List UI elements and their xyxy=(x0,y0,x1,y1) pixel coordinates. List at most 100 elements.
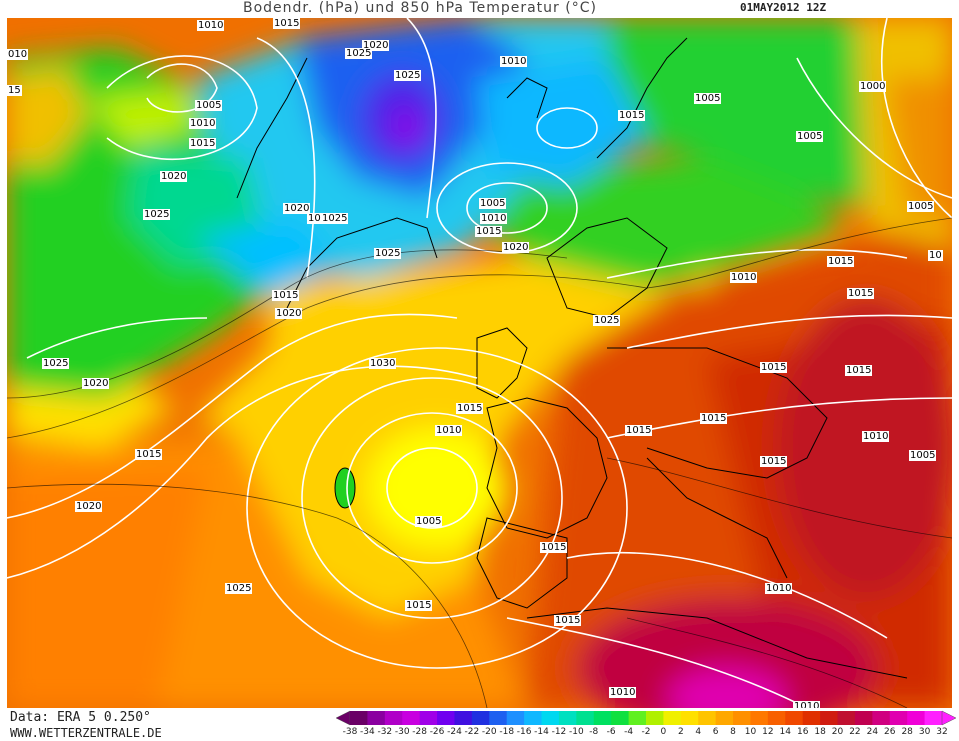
legend-tick-label: 24 xyxy=(866,727,879,737)
pressure-label: 1015 xyxy=(456,403,484,414)
island-green-patch xyxy=(334,467,356,509)
pressure-label: 1015 xyxy=(135,449,163,460)
map-footer: Data: ERA 5 0.250° WWW.WETTERZENTRALE.DE… xyxy=(0,709,959,741)
pressure-label: 1020 xyxy=(275,308,303,319)
legend-swatch xyxy=(402,711,421,725)
pressure-label: 1015 xyxy=(405,600,433,611)
pressure-label: 1025 xyxy=(593,315,621,326)
legend-tick-label: -2 xyxy=(641,727,651,737)
legend-tick-label: 0 xyxy=(660,727,667,737)
legend-swatch xyxy=(924,711,943,725)
legend-tick-label: 12 xyxy=(762,727,774,737)
legend-tick-label: -20 xyxy=(481,727,497,737)
legend-tick-label: 22 xyxy=(849,727,861,737)
pressure-label: 1005 xyxy=(195,100,223,111)
pressure-label: 1010 xyxy=(197,20,225,31)
legend-tick-label: -16 xyxy=(516,727,532,737)
legend-tick-label: -24 xyxy=(447,727,462,737)
legend-tick-label: -26 xyxy=(429,727,445,737)
temperature-legend: -38 -34 -32 -30 -28 -26 -24 -22 -20 -18 -16 -14 -12-… xyxy=(336,710,956,740)
pressure-label: 1005 xyxy=(415,516,443,527)
weather-map: 1010 1015 010 15 1020 1025 1025 1010 100… xyxy=(7,18,952,708)
legend-tick-label: -12 xyxy=(551,727,567,737)
legend-swatch xyxy=(733,711,751,725)
legend-tick-label: -22 xyxy=(464,727,480,737)
pressure-label: 1015 xyxy=(307,213,335,224)
legend-tick-label: 32 xyxy=(936,727,948,737)
legend-swatch xyxy=(854,711,873,725)
legend-tick-label: 30 xyxy=(918,727,931,737)
legend-tick-label: 2 xyxy=(677,727,684,737)
pressure-label: 1015 xyxy=(847,288,875,299)
pressure-label: 1005 xyxy=(479,198,507,209)
pressure-label: 1025 xyxy=(321,213,349,224)
legend-tick-label: -38 xyxy=(342,727,358,737)
legend-swatch xyxy=(663,711,682,725)
legend-swatch xyxy=(680,711,699,725)
pressure-label: 1015 xyxy=(845,365,873,376)
legend-swatch xyxy=(506,711,525,725)
pressure-label: 1010 xyxy=(765,583,793,594)
legend-swatch xyxy=(384,711,403,725)
legend-tick-label: -28 xyxy=(412,727,427,737)
legend-swatch xyxy=(767,711,786,725)
legend-swatch xyxy=(454,711,473,725)
legend-tick-label: -8 xyxy=(589,727,599,737)
legend-swatch xyxy=(489,711,508,725)
pressure-label: 1025 xyxy=(374,248,402,259)
pressure-label: 1015 xyxy=(700,413,728,424)
pressure-label: 1005 xyxy=(796,131,824,142)
legend-tick-label: 28 xyxy=(901,727,913,737)
legend-swatch xyxy=(576,711,595,725)
pressure-label: 1020 xyxy=(502,242,530,253)
legend-swatch xyxy=(541,711,560,725)
legend-swatch xyxy=(785,711,804,725)
pressure-label: 15 xyxy=(7,85,22,96)
legend-swatch xyxy=(350,711,368,725)
legend-tick-label: -6 xyxy=(606,727,616,737)
legend-tick-label: 16 xyxy=(796,727,809,737)
pressure-label: 1010 xyxy=(435,425,463,436)
pressure-label: 1010 xyxy=(793,701,821,708)
legend-swatch xyxy=(837,711,856,725)
pressure-label: 1015 xyxy=(618,110,646,121)
pressure-label: 1010 xyxy=(480,213,508,224)
pressure-label: 1015 xyxy=(760,362,788,373)
pressure-label: 1030 xyxy=(369,358,397,369)
legend-tick-label: 10 xyxy=(744,727,757,737)
pressure-label: 1015 xyxy=(189,138,217,149)
pressure-label: 1010 xyxy=(862,431,890,442)
pressure-label: 1025 xyxy=(345,48,373,59)
data-source: Data: ERA 5 0.250° xyxy=(10,710,151,725)
pressure-label: 1020 xyxy=(75,501,103,512)
pressure-label: 010 xyxy=(7,49,29,60)
legend-tick-label: 18 xyxy=(814,727,826,737)
pressure-label: 1025 xyxy=(143,209,171,220)
pressure-label: 1015 xyxy=(554,615,582,626)
legend-swatch xyxy=(437,711,455,725)
pressure-label: 1010 xyxy=(730,272,758,283)
pressure-label: 1020 xyxy=(82,378,110,389)
pressure-label: 1025 xyxy=(42,358,70,369)
map-date: 01MAY2012 12Z xyxy=(740,1,827,14)
pressure-label: 1015 xyxy=(827,256,855,267)
pressure-label: 1015 xyxy=(540,542,568,553)
map-title-bar: Bodendr. (hPa) und 850 hPa Temperatur (°… xyxy=(0,0,959,18)
legend-swatch xyxy=(524,711,543,725)
legend-arrow-right xyxy=(941,710,956,726)
pressure-label: 1010 xyxy=(609,687,637,698)
legend-tick-label: 6 xyxy=(712,727,719,737)
legend-swatch xyxy=(889,711,908,725)
legend-swatch xyxy=(715,711,734,725)
legend-swatch xyxy=(750,711,769,725)
legend-tick-label: -4 xyxy=(624,727,634,737)
color-bar xyxy=(336,710,956,726)
pressure-label: 1010 xyxy=(500,56,528,67)
pressure-label: 1015 xyxy=(272,290,300,301)
legend-swatch xyxy=(872,711,891,725)
pressure-label: 1005 xyxy=(907,201,935,212)
legend-tick-label: 8 xyxy=(730,727,736,737)
temperature-field xyxy=(7,18,952,708)
website-link: WWW.WETTERZENTRALE.DE xyxy=(10,726,162,740)
pressure-label: 1025 xyxy=(394,70,422,81)
